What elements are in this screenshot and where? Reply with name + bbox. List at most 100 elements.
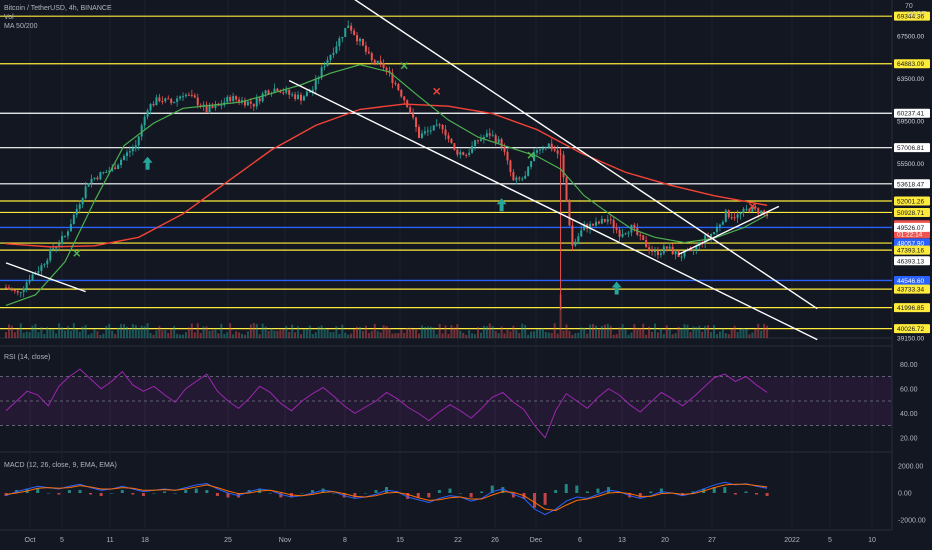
candle-body [435,124,438,126]
symbol-legend[interactable]: Bitcoin / TetherUSD, 4h, BINANCE Vol MA … [4,4,112,31]
macd-legend[interactable]: MACD (12, 26, close, 9, EMA, EMA) [4,462,117,469]
rsi-line [5,368,768,439]
candle-body [205,104,208,113]
macd-hist-bar [691,491,695,493]
candle-body [518,177,521,179]
candle-body [394,82,397,85]
time-tick-label: 20 [661,537,669,544]
macd-tick-label: 0.00 [898,491,912,498]
volume-bar [22,332,25,338]
volume-bar [453,327,456,338]
candle-body [61,235,64,244]
vol-label: Vol [4,14,14,21]
candle-body [710,234,713,237]
candle-body [385,67,388,71]
candle-body [158,97,161,102]
volume-bar [527,334,530,338]
volume-bar [456,324,459,338]
candle-body [105,171,108,173]
volume-bar [311,333,314,338]
volume-bar [338,333,341,338]
volume-bar [288,331,291,338]
candle-body [379,60,382,63]
time-axis[interactable]: Oct 5 11 18 25 Nov 8 15 22 26 Dec 6 13 20 27 2022 5 10 [25,537,876,544]
volume-bar [264,326,267,338]
price-label-bg [894,11,930,21]
candle-body [137,136,140,146]
volume-bar [760,330,763,338]
cross-icon [73,249,81,257]
price-label: 44546.60 [897,278,924,285]
candle-body [370,53,373,61]
candle-body [155,97,158,106]
candle-body [43,264,46,266]
volume-bar [276,331,279,338]
candle-body [267,90,270,95]
candle-body [246,101,249,106]
volume-bar [84,325,87,338]
macd-tick-label: 2000.00 [898,464,923,471]
candle-body [568,200,571,226]
volume-bar [524,325,527,338]
grid [0,0,893,531]
candle-body [164,98,167,102]
candle-body [536,150,538,153]
volume-bar [5,332,7,338]
macd-hist-bar [511,493,515,498]
volume-bar [13,332,16,338]
candle-body [5,287,7,289]
volume-bar [568,331,571,338]
rsi-tick-label: 40.00 [900,411,918,418]
time-tick-label: Nov [279,537,292,544]
trendline [678,205,780,255]
volume-bar [341,324,344,338]
volume-bar [742,328,745,338]
ma-label: MA 50/200 [4,23,38,30]
rsi-legend[interactable]: RSI (14, close) [4,354,51,361]
volume-bar [627,334,630,338]
volume-bar [379,332,382,338]
candle-body [497,139,500,143]
price-label: 50928.71 [897,210,924,217]
candle-body [72,214,75,225]
volume-bar [182,334,184,338]
macd-hist-bar [353,493,357,498]
volume-bar [606,323,609,338]
candle-body [533,152,536,162]
volume-bar [503,333,506,338]
volume-bar [34,323,37,338]
candle-body [261,93,264,102]
volume-bar [388,327,391,338]
candle-body [31,274,34,281]
candle-body [367,51,370,54]
candle-body [721,221,724,225]
volume-bar [609,325,612,338]
trendlines [5,0,818,341]
candle-body [243,100,246,106]
volume-bar [72,323,75,338]
volume-bar [724,333,727,338]
macd-hist-bar [638,493,642,498]
volume-bar [370,330,373,338]
macd-hist-bar [448,488,452,493]
volume-bar [291,324,294,338]
candle-body [624,233,627,235]
price-axis[interactable]: 69344.36 67500.00 64883.09 63500.00 60237.41… [894,11,930,525]
candle-body [665,246,668,249]
candle-body [577,236,580,242]
volume-bar [314,332,317,338]
volume-bar [235,331,238,338]
price-label-bg [894,256,930,266]
candle-body [196,97,199,106]
candle-body [500,139,503,148]
currency-label[interactable]: USDT [907,11,927,18]
price-label-bg [894,179,930,189]
volume-bar [474,334,477,338]
volume-bar [176,333,179,338]
candle-body [40,265,43,271]
volume-bar [344,332,347,338]
volume-bar [544,331,547,338]
candle-body [108,170,111,172]
volume-bar [541,328,544,338]
price-label: 39150.00 [897,336,924,343]
